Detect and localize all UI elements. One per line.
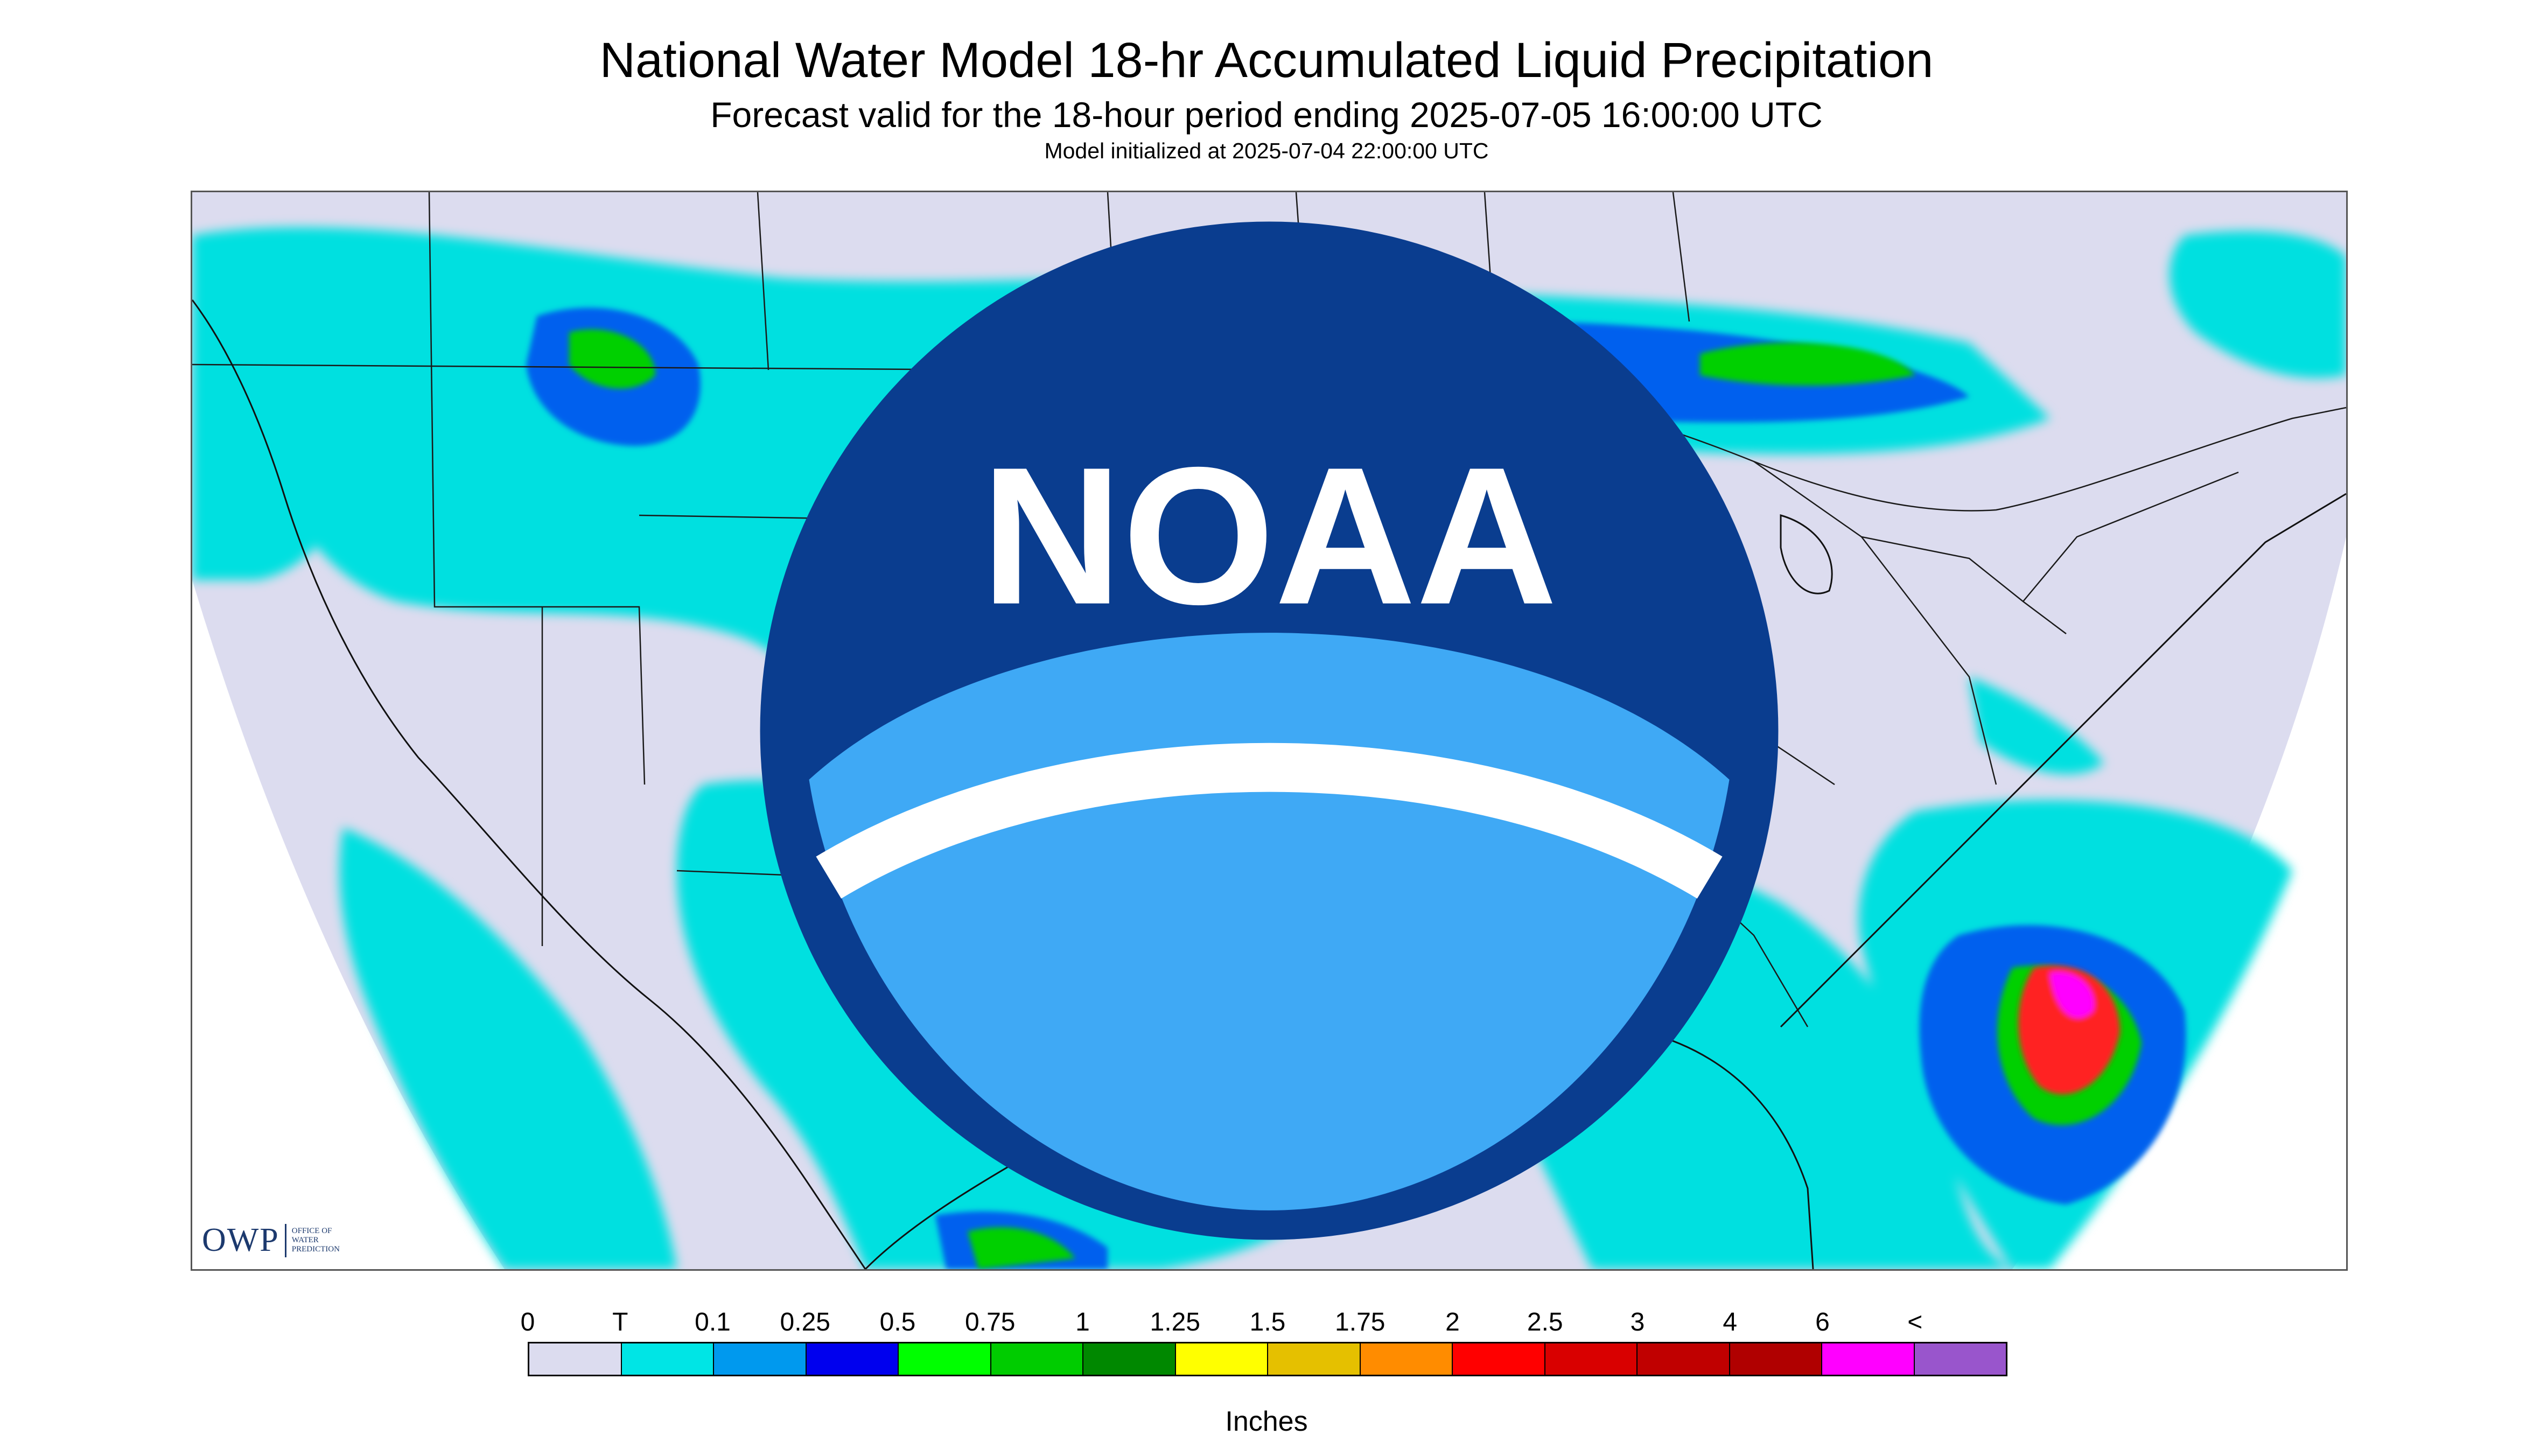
legend-label: 0.5 [879,1308,916,1336]
owp-logo-subtitle: OFFICE OF WATER PREDICTION [292,1227,340,1254]
legend-colorbar [528,1342,2007,1376]
legend-swatch [1360,1343,1453,1375]
owp-sub-line-1: OFFICE OF [291,1227,332,1235]
legend-swatch [1268,1343,1361,1375]
legend-swatch [1822,1343,1915,1375]
legend-label: 1 [1075,1308,1090,1336]
legend-units: Inches [1225,1406,1308,1437]
legend-label: 1.75 [1335,1308,1386,1336]
owp-sub-line-3: PREDICTION [291,1245,340,1254]
noaa-logo: NOAA [760,221,1779,1240]
legend-label: 0.75 [965,1308,1016,1336]
map-subtitle: Forecast valid for the 18-hour period en… [710,95,1823,135]
legend-label: 4 [1723,1308,1738,1336]
legend-swatch [1730,1343,1822,1375]
legend-label: 3 [1630,1308,1645,1336]
legend-label: 0 [520,1308,535,1336]
precipitation-legend: 0 T 0.1 0.25 0.5 0.75 1 1.25 1.5 1.75 2 2.5 3 4 6 < [521,1308,2007,1376]
legend-label: 1.25 [1150,1308,1200,1336]
legend-swatch [1453,1343,1545,1375]
legend-swatch [991,1343,1083,1375]
legend-swatch [1545,1343,1638,1375]
precipitation-map: OWP OFFICE OF WATER PREDICTION NOAA [191,191,2348,1271]
owp-logo-divider [284,1223,286,1257]
legend-swatch [899,1343,991,1375]
legend-swatch [529,1343,622,1375]
legend-label: 1.5 [1249,1308,1286,1336]
legend-label: < [1907,1308,1923,1336]
legend-label: 2.5 [1527,1308,1563,1336]
model-init-time: Model initialized at 2025-07-04 22:00:00… [1044,138,1489,163]
legend-swatch [806,1343,899,1375]
legend-swatch [1914,1343,2006,1375]
legend-swatch [1638,1343,1730,1375]
legend-label: 6 [1815,1308,1830,1336]
legend-swatch [714,1343,807,1375]
legend-label: 0.25 [780,1308,830,1336]
owp-logo-text: OWP [202,1222,279,1258]
legend-swatch [1083,1343,1176,1375]
legend-swatch [1175,1343,1268,1375]
owp-logo: OWP OFFICE OF WATER PREDICTION [202,1221,340,1259]
legend-labels: 0 T 0.1 0.25 0.5 0.75 1 1.25 1.5 1.75 2 2.5 3 4 6 < [521,1308,2007,1342]
map-title: National Water Model 18-hr Accumulated L… [599,33,1934,88]
noaa-logo-text: NOAA [981,427,1558,646]
owp-sub-line-2: WATER [291,1236,319,1244]
legend-label: 0.1 [695,1308,731,1336]
legend-swatch [621,1343,714,1375]
legend-label: T [612,1308,628,1336]
legend-label: 2 [1445,1308,1460,1336]
